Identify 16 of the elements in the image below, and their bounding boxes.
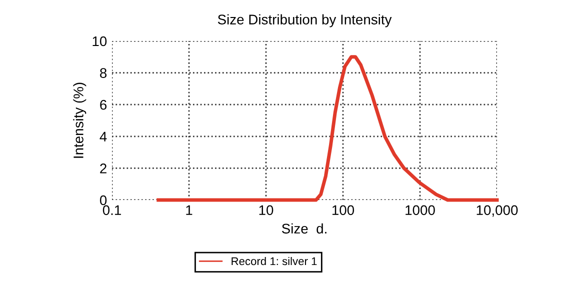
y-tick-label: 6 (100, 100, 107, 110)
x-tick-label: 10,000 (476, 205, 518, 217)
y-tick-label: 0 (100, 195, 107, 206)
y-axis-title: Intensity (%) (73, 82, 86, 158)
y-tick-label: 2 (100, 164, 106, 174)
x-tick-label: 100 (332, 205, 354, 216)
y-tick-label: 10 (92, 36, 107, 46)
x-tick-label: 0.1 (102, 205, 121, 216)
y-tick-label: 4 (100, 132, 107, 142)
chart-title: Size Distribution by Intensity (218, 14, 392, 28)
y-tick-label: 8 (100, 68, 107, 78)
x-tick-label: 1 (186, 205, 192, 215)
x-tick-label: 1000 (406, 205, 435, 216)
x-axis-title: Size d. (282, 223, 326, 234)
legend-label: Record 1: silver 1 (232, 256, 317, 266)
x-tick-label: 10 (259, 205, 274, 216)
